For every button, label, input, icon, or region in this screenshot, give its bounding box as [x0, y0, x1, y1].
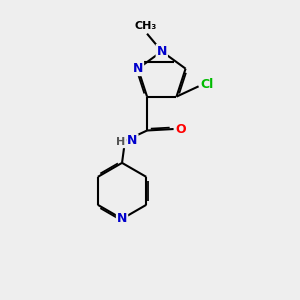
Text: H: H [116, 137, 125, 147]
Text: N: N [157, 45, 167, 58]
Text: N: N [117, 212, 127, 225]
Text: N: N [133, 62, 143, 75]
Text: CH₃: CH₃ [134, 21, 157, 31]
Text: Cl: Cl [201, 78, 214, 92]
Text: N: N [127, 134, 137, 147]
Text: O: O [176, 122, 186, 136]
